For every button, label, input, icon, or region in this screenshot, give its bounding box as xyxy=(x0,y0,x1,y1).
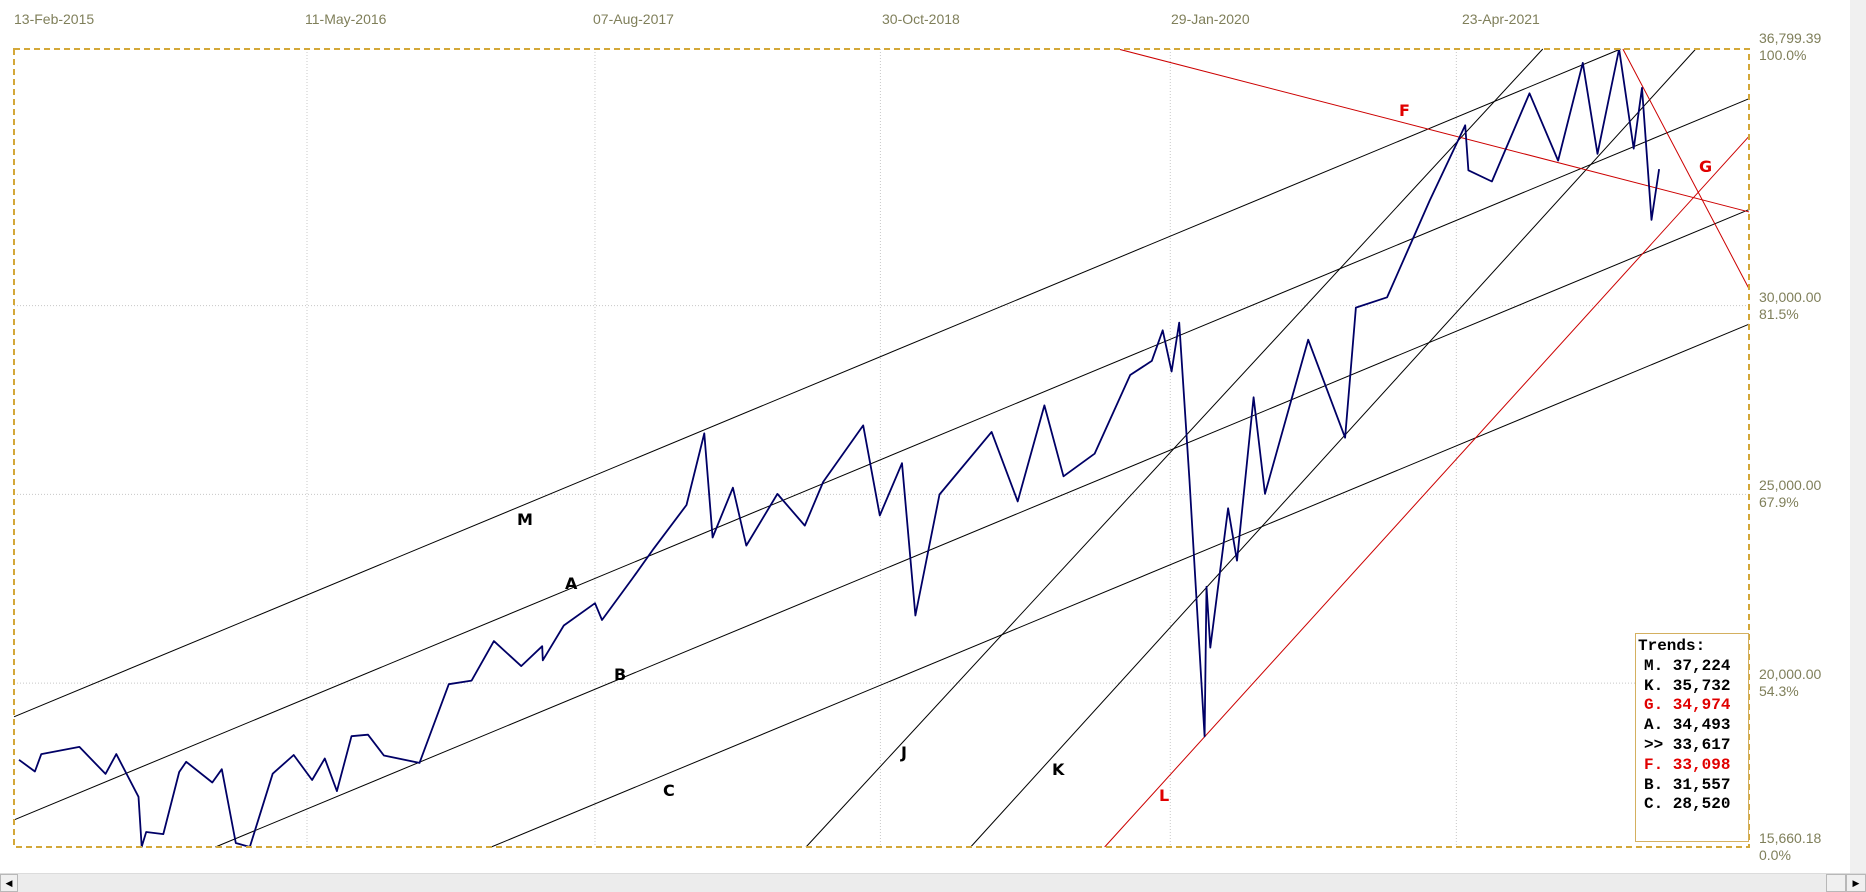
price-line xyxy=(18,48,1660,848)
trend-lines xyxy=(13,48,1750,848)
trend-label-g: G xyxy=(1699,157,1713,176)
trend-label-f: F xyxy=(1399,101,1410,120)
y-tick-pct: 81.5% xyxy=(1759,306,1799,322)
trend-label-k: K xyxy=(1052,760,1065,779)
arrow-left-icon[interactable]: ◀ xyxy=(0,874,18,892)
price-series xyxy=(18,48,1660,848)
legend-title: Trends: xyxy=(1638,637,1706,655)
x-tick-label: 11-May-2016 xyxy=(305,11,387,27)
trend-label-a: A xyxy=(565,574,578,593)
horizontal-scrollbar[interactable]: ◀ ▶ xyxy=(0,873,1866,892)
trend-line-k xyxy=(970,48,1697,848)
y-tick-value: 30,000.00 xyxy=(1759,289,1822,305)
plot-border xyxy=(13,48,1750,848)
x-tick-label: 13-Feb-2015 xyxy=(14,11,95,27)
trend-line-b xyxy=(215,209,1750,848)
x-tick-label: 07-Aug-2017 xyxy=(593,11,674,27)
y-tick-label: 15,660.18 0.0% xyxy=(1759,830,1821,864)
legend-row: F. 33,098 xyxy=(1644,755,1731,774)
trend-label-j: J xyxy=(901,743,907,762)
y-tick-pct: 67.9% xyxy=(1759,494,1799,510)
y-tick-pct: 0.0% xyxy=(1759,847,1791,863)
x-tick-label: 30-Oct-2018 xyxy=(882,11,960,27)
trends-legend: Trends: M. 37,224 K. 35,732 G. 34,974 A.… xyxy=(1635,633,1749,842)
trend-line-l xyxy=(1104,136,1750,848)
y-tick-label: 30,000.00 81.5% xyxy=(1759,289,1821,323)
x-tick-label: 23-Apr-2021 xyxy=(1462,11,1540,27)
y-tick-value: 25,000.00 xyxy=(1759,477,1822,493)
y-tick-value: 15,660.18 xyxy=(1759,830,1822,846)
trend-label-c: C xyxy=(663,781,675,800)
legend-row: B. 31,557 xyxy=(1644,775,1731,794)
trend-line-a xyxy=(13,98,1750,821)
y-tick-label: 25,000.00 67.9% xyxy=(1759,477,1821,511)
y-tick-value: 20,000.00 xyxy=(1759,666,1822,682)
trend-label-l: L xyxy=(1159,786,1170,805)
grid xyxy=(14,49,1749,847)
y-tick-pct: 100.0% xyxy=(1759,47,1807,63)
arrow-right-icon[interactable]: ▶ xyxy=(1846,874,1866,892)
y-tick-label: 20,000.00 54.3% xyxy=(1759,666,1821,700)
right-panel xyxy=(1850,0,1866,873)
trend-label-m: M xyxy=(517,510,533,529)
legend-row: G. 34,974 xyxy=(1644,696,1731,715)
legend-row: M. 37,224 xyxy=(1644,656,1731,675)
trend-line-f xyxy=(1117,48,1750,213)
legend-row: K. 35,732 xyxy=(1644,676,1731,695)
y-tick-value: 36,799.39 xyxy=(1759,30,1822,46)
trend-line-c xyxy=(491,323,1750,848)
trend-label-b: B xyxy=(614,665,627,684)
y-tick-label: 36,799.39 100.0% xyxy=(1759,30,1821,64)
trend-line-m xyxy=(13,48,1621,718)
legend-row: >> 33,617 xyxy=(1644,735,1731,754)
trend-line-j xyxy=(805,48,1544,848)
trend-line-g xyxy=(1622,48,1750,290)
x-tick-label: 29-Jan-2020 xyxy=(1171,11,1250,27)
legend-row: A. 34,493 xyxy=(1644,716,1731,735)
legend-row: C. 28,520 xyxy=(1644,795,1731,814)
y-tick-pct: 54.3% xyxy=(1759,683,1799,699)
scroll-thumb[interactable] xyxy=(1826,874,1846,892)
